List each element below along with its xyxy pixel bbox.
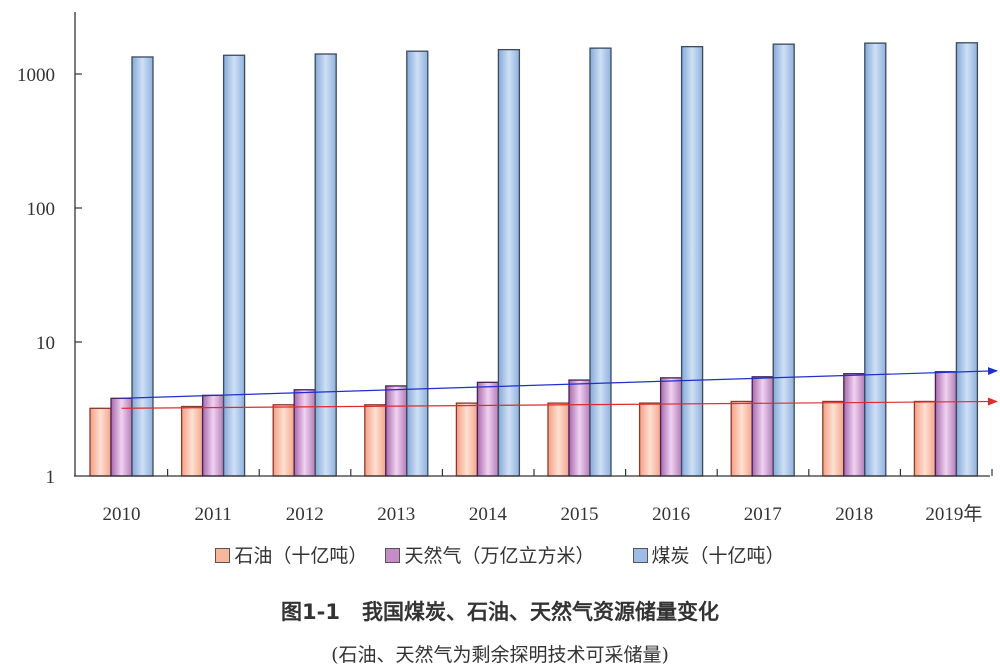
y-tick-label: 1 (46, 467, 56, 488)
bar-oil-2011 (180, 405, 204, 477)
x-tick-label: 2012 (286, 504, 324, 525)
bar-coal-2010 (131, 56, 154, 477)
y-tick-label: 100 (27, 199, 56, 220)
y-tick-label: 1000 (17, 65, 55, 86)
bar-coal-2013 (406, 50, 429, 477)
legend-item-oil: 石油（十亿吨） (215, 541, 367, 568)
bar-coal-2016 (680, 45, 704, 477)
y-tick-label: 10 (36, 333, 55, 354)
bar-oil-2019 (913, 400, 937, 477)
x-tick-label: 2011 (194, 504, 231, 525)
bar-oil-2010 (89, 407, 112, 477)
bar-coal-2019 (955, 42, 979, 477)
bar-chart: 2010 2011 2012 2013 2014 2015 2016 2017 2018 2019… (17, 12, 998, 525)
figure-number: 图1-1 (281, 600, 340, 624)
x-tick-label: 2013 (377, 504, 415, 525)
x-tick-label: 2015 (561, 504, 599, 525)
legend-label-oil: 石油（十亿吨） (234, 545, 368, 567)
gas-trend-arrow (121, 367, 998, 399)
oil-trend-arrow (121, 397, 998, 409)
bar-gas-2015 (568, 379, 591, 477)
bar-gas-2010 (110, 397, 133, 477)
bar-oil-2016 (638, 402, 662, 477)
legend-swatch-oil (215, 548, 231, 563)
plot-area: 2010 2011 2012 2013 2014 2015 2016 2017 2018 2019… (17, 12, 998, 525)
figure-title: 图1-1 我国煤炭、石油、天然气资源储量变化 (0, 596, 1000, 626)
bar-coal-2011 (222, 54, 246, 477)
legend-label-coal: 煤炭（十亿吨） (651, 545, 785, 567)
legend-swatch-coal (632, 548, 648, 563)
bar-coal-2014 (497, 48, 521, 477)
bar-oil-2017 (730, 400, 753, 477)
bar-coal-2017 (772, 43, 795, 477)
bar-coal-2018 (864, 42, 887, 477)
legend-item-coal: 煤炭（十亿吨） (632, 541, 785, 568)
bar-oil-2014 (455, 402, 479, 477)
figure-subtitle: (石油、天然气为剩余探明技术可采储量) (331, 644, 669, 666)
bar-gas-2019 (934, 371, 958, 477)
x-tick-label: 2019年 (925, 503, 982, 525)
x-tick-label: 2017 (744, 504, 782, 525)
bar-oil-2018 (822, 400, 845, 477)
x-tick-label: 2010 (103, 504, 141, 525)
bar-gas-2018 (843, 373, 866, 477)
x-tick-label: 2018 (835, 504, 873, 525)
x-tick-label: 2014 (469, 504, 508, 525)
legend-swatch-gas (385, 548, 401, 563)
figure-title-text: 我国煤炭、石油、天然气资源储量变化 (361, 600, 719, 624)
bar-oil-2013 (364, 404, 387, 477)
legend-label-gas: 天然气（万亿立方米） (404, 545, 595, 567)
bar-gas-2016 (659, 377, 683, 477)
bar-gas-2014 (476, 381, 500, 477)
x-tick-label: 2016 (652, 504, 690, 525)
bar-gas-2013 (385, 385, 408, 477)
bar-gas-2012 (293, 389, 316, 477)
bar-oil-2015 (547, 402, 570, 477)
legend-item-gas: 天然气（万亿立方米） (385, 541, 595, 568)
bar-coal-2012 (314, 53, 337, 477)
bar-oil-2012 (272, 404, 295, 477)
bar-gas-2017 (751, 376, 774, 477)
chart-legend: 石油（十亿吨） 天然气（万亿立方米） 煤炭（十亿吨） (0, 541, 1000, 568)
bar-coal-2015 (589, 47, 612, 477)
